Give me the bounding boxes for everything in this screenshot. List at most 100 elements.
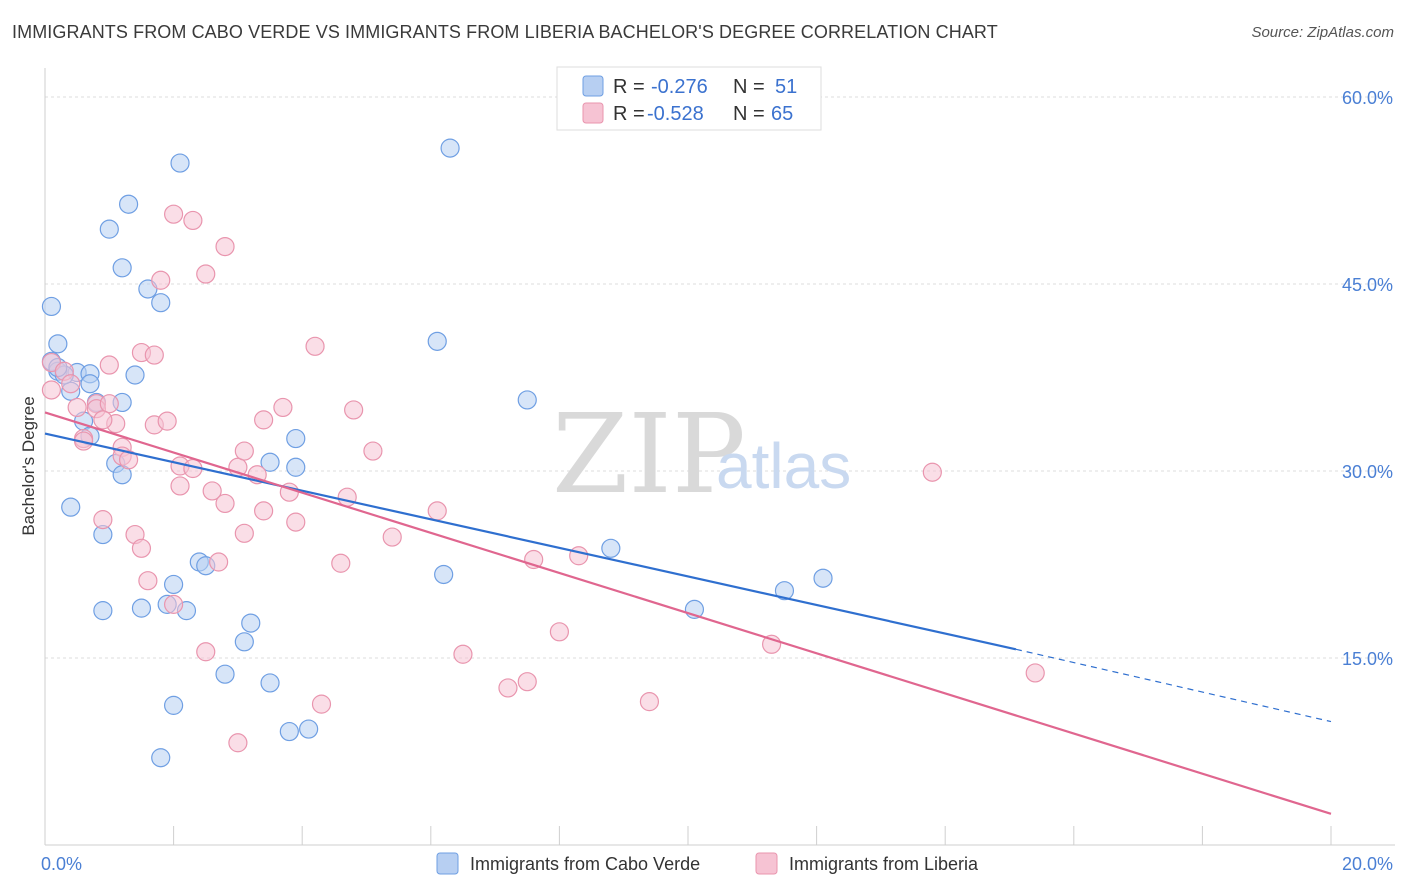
- legend-swatch-cabo-verde: [582, 75, 604, 97]
- point-s1-47: [427, 501, 447, 521]
- point-s1-38: [209, 552, 229, 572]
- point-s1-64: [61, 374, 81, 394]
- legend-r-value-1: -0.276: [651, 76, 708, 98]
- point-s0-43: [517, 390, 537, 410]
- point-s1-60: [215, 237, 235, 257]
- point-s0-34: [286, 457, 306, 477]
- point-s1-39: [228, 733, 248, 753]
- point-s0-39: [151, 293, 171, 313]
- series-swatch-cabo-verde: [436, 852, 459, 875]
- trend-extension-0: [1015, 648, 1332, 723]
- point-s1-27: [254, 410, 274, 430]
- point-s0-29: [299, 719, 319, 739]
- point-s1-35: [138, 571, 158, 591]
- y-tick-label-0: 15.0%: [1342, 649, 1393, 669]
- point-s1-62: [151, 270, 171, 290]
- point-s1-30: [286, 512, 306, 532]
- point-s0-37: [112, 258, 132, 278]
- point-s1-1: [41, 380, 62, 400]
- point-s0-12: [125, 365, 145, 385]
- point-s1-43: [337, 487, 357, 507]
- gridlines: [45, 96, 1395, 659]
- point-s0-28: [279, 721, 299, 742]
- point-s1-63: [93, 410, 113, 430]
- point-s0-31: [151, 748, 171, 768]
- series-legend: Immigrants from Cabo Verde Immigrants fr…: [436, 852, 979, 875]
- point-s0-20: [164, 574, 184, 595]
- point-s1-48: [453, 644, 473, 664]
- watermark-atlas: atlas: [716, 430, 851, 502]
- point-s0-42: [427, 331, 447, 351]
- point-s0-47: [774, 581, 795, 601]
- point-s0-18: [131, 598, 152, 618]
- y-tick-label-3: 60.0%: [1342, 88, 1393, 108]
- legend-swatch-liberia: [582, 102, 604, 124]
- point-s0-26: [234, 632, 254, 652]
- tick-labels: 15.0% 30.0% 45.0% 60.0% 0.0% 20.0%: [41, 88, 1393, 874]
- point-s1-56: [922, 462, 942, 482]
- point-s0-33: [286, 428, 306, 449]
- legend-n-value-2: 65: [771, 103, 793, 125]
- point-s0-44: [434, 564, 454, 585]
- point-s1-31: [234, 523, 254, 543]
- axes: [44, 68, 1395, 846]
- trend-lines: [44, 411, 1332, 815]
- correlation-legend: R = -0.276 N = 51 R = -0.528 N = 65: [556, 66, 822, 131]
- legend-n-value-1: 51: [775, 76, 797, 98]
- legend-n-label-2: N =: [733, 103, 765, 125]
- point-s1-42: [331, 553, 351, 573]
- y-tick-label-1: 30.0%: [1342, 462, 1393, 482]
- point-s1-53: [569, 546, 589, 566]
- point-s1-59: [183, 210, 203, 231]
- point-s0-41: [440, 138, 460, 158]
- point-s1-3: [67, 397, 87, 418]
- point-s1-36: [164, 594, 184, 614]
- point-s1-58: [164, 204, 184, 224]
- x-tick-label-1: 20.0%: [1342, 854, 1393, 874]
- legend-r-label-1: R =: [613, 76, 645, 98]
- point-s1-40: [305, 336, 325, 356]
- point-s0-15: [61, 497, 81, 517]
- legend-n-label-1: N =: [733, 76, 765, 98]
- point-s0-32: [260, 452, 280, 472]
- legend-r-value-2: -0.528: [647, 103, 704, 125]
- point-s1-45: [363, 441, 383, 461]
- point-s0-25: [241, 613, 261, 633]
- point-s1-37: [196, 642, 216, 662]
- point-s0-24: [215, 664, 235, 684]
- series-label-cabo-verde: Immigrants from Cabo Verde: [470, 854, 700, 874]
- point-s1-46: [382, 527, 402, 547]
- legend-r-label-2: R =: [613, 103, 645, 125]
- point-s0-45: [601, 538, 621, 558]
- point-s1-15: [144, 345, 164, 365]
- point-s0-17: [93, 601, 113, 621]
- point-s1-8: [99, 355, 119, 375]
- series-label-liberia: Immigrants from Liberia: [789, 854, 979, 874]
- point-s1-13: [118, 450, 139, 470]
- point-s0-36: [118, 194, 139, 214]
- point-s0-27: [260, 673, 280, 693]
- point-s1-57: [1025, 663, 1045, 683]
- point-s1-21: [202, 481, 222, 501]
- point-s1-32: [93, 510, 113, 530]
- point-s1-41: [311, 694, 332, 714]
- point-s1-19: [170, 476, 190, 496]
- point-s0-35: [99, 219, 119, 239]
- point-s1-54: [639, 692, 660, 712]
- point-s1-61: [196, 264, 216, 284]
- point-s1-22: [215, 493, 235, 514]
- point-s1-24: [234, 441, 254, 461]
- trend-line-0: [44, 432, 1017, 651]
- point-s1-9: [99, 394, 119, 414]
- source-label: Source: ZipAtlas.com: [1251, 24, 1394, 41]
- trend-line-1: [44, 411, 1332, 815]
- point-s0-7: [80, 374, 100, 394]
- point-s0-40: [170, 153, 190, 173]
- chart-title: IMMIGRANTS FROM CABO VERDE VS IMMIGRANTS…: [12, 22, 998, 42]
- data-points: [41, 138, 1045, 768]
- point-s0-30: [164, 695, 184, 715]
- point-s0-1: [48, 334, 68, 354]
- point-s1-26: [254, 501, 274, 521]
- point-s1-17: [157, 411, 177, 431]
